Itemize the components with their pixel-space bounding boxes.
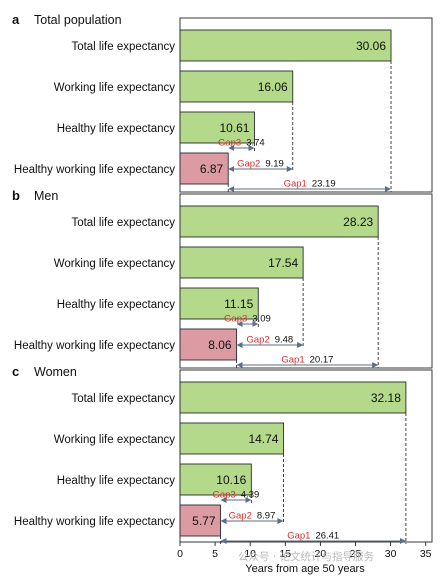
bar-healthy-working-life-expectancy — [179, 152, 229, 185]
panel-title: Women — [34, 365, 77, 379]
x-tick-label: 15 — [279, 548, 291, 560]
bar-healthy-life-expectancy — [179, 463, 252, 496]
gap-label: Gap3 3.74 — [218, 138, 265, 149]
panel-frame — [179, 193, 433, 369]
gap-value: 3.09 — [252, 314, 271, 325]
gap-value: 4.39 — [241, 490, 260, 501]
panel-letter: a — [12, 12, 20, 27]
bar-value-label: 17.54 — [268, 256, 298, 270]
bar-value-label: 11.15 — [224, 297, 253, 311]
bar-healthy-life-expectancy — [179, 111, 255, 144]
bar-value-label: 6.87 — [200, 162, 224, 176]
x-tick-label: 35 — [420, 548, 432, 560]
gap-value: 9.19 — [265, 159, 284, 170]
bar-working-life-expectancy — [179, 422, 284, 455]
bar-total-life-expectancy — [179, 381, 407, 414]
bar-value-label: 14.74 — [248, 432, 278, 446]
category-label: Working life expectancy — [54, 434, 175, 446]
panel-frame — [179, 17, 433, 193]
bar-value-label: 5.77 — [192, 514, 216, 528]
gap-value: 9.48 — [275, 335, 294, 346]
category-label: Total life expectancy — [71, 393, 175, 405]
x-tick-label: 25 — [350, 548, 362, 560]
watermark-text: 公众号 · 论文统计与指导服务 — [238, 551, 375, 563]
gap-value: 20.17 — [310, 355, 334, 366]
bar-healthy-working-life-expectancy — [179, 504, 221, 537]
gap-label: Gap1 26.41 — [287, 531, 339, 542]
gap-value: 3.74 — [246, 138, 265, 149]
bar-healthy-working-life-expectancy — [179, 328, 238, 361]
bar-working-life-expectancy — [179, 246, 304, 279]
category-label: Working life expectancy — [54, 258, 175, 270]
x-tick-label: 0 — [177, 548, 183, 560]
gap-label: Gap2 9.19 — [237, 159, 284, 170]
bar-value-label: 10.16 — [216, 473, 246, 487]
x-tick-label: 10 — [244, 548, 256, 560]
gap-label: Gap1 20.17 — [281, 355, 333, 366]
bar-working-life-expectancy — [179, 70, 294, 103]
bar-value-label: 10.61 — [219, 121, 249, 135]
x-tick-label: 5 — [212, 548, 218, 560]
gap-name: Gap3 — [218, 138, 241, 149]
gap-name: Gap2 — [246, 335, 269, 346]
category-label: Healthy life expectancy — [57, 299, 176, 311]
gap-value: 8.97 — [257, 511, 276, 522]
gap-value: 26.41 — [315, 531, 339, 542]
gap-label: Gap2 8.97 — [229, 511, 276, 522]
gap-name: Gap1 — [284, 179, 307, 190]
gap-name: Gap3 — [213, 490, 236, 501]
gap-name: Gap2 — [237, 159, 260, 170]
gap-name: Gap1 — [281, 355, 304, 366]
gap-label: Gap3 3.09 — [224, 314, 271, 325]
gap-name: Gap1 — [287, 531, 310, 542]
gap-value: 23.19 — [312, 179, 336, 190]
gap-name: Gap2 — [229, 511, 252, 522]
category-label: Healthy working life expectancy — [14, 516, 175, 528]
panel-letter: b — [12, 188, 20, 203]
panel-letter: c — [12, 364, 19, 379]
bar-value-label: 32.18 — [371, 391, 401, 405]
gap-label: Gap2 9.48 — [246, 335, 293, 346]
bar-value-label: 30.06 — [356, 39, 386, 53]
bar-value-label: 28.23 — [343, 215, 373, 229]
bar-total-life-expectancy — [179, 29, 392, 62]
gap-label: Gap1 23.19 — [284, 179, 336, 190]
category-label: Healthy life expectancy — [57, 123, 176, 135]
category-label: Total life expectancy — [71, 41, 175, 53]
gap-name: Gap3 — [224, 314, 247, 325]
panel-title: Total population — [34, 13, 122, 27]
x-tick-label: 30 — [385, 548, 397, 560]
x-axis-label: Years from age 50 years — [245, 563, 365, 575]
gap-label: Gap3 4.39 — [213, 490, 260, 501]
bar-total-life-expectancy — [179, 205, 379, 238]
category-label: Healthy working life expectancy — [14, 340, 175, 352]
category-label: Total life expectancy — [71, 217, 175, 229]
category-label: Working life expectancy — [54, 82, 175, 94]
bar-value-label: 8.06 — [208, 338, 232, 352]
bar-healthy-life-expectancy — [179, 287, 259, 320]
x-tick-label: 20 — [315, 548, 327, 560]
panel-title: Men — [34, 189, 58, 203]
category-label: Healthy life expectancy — [57, 475, 176, 487]
category-label: Healthy working life expectancy — [14, 164, 175, 176]
bar-value-label: 16.06 — [258, 80, 288, 94]
